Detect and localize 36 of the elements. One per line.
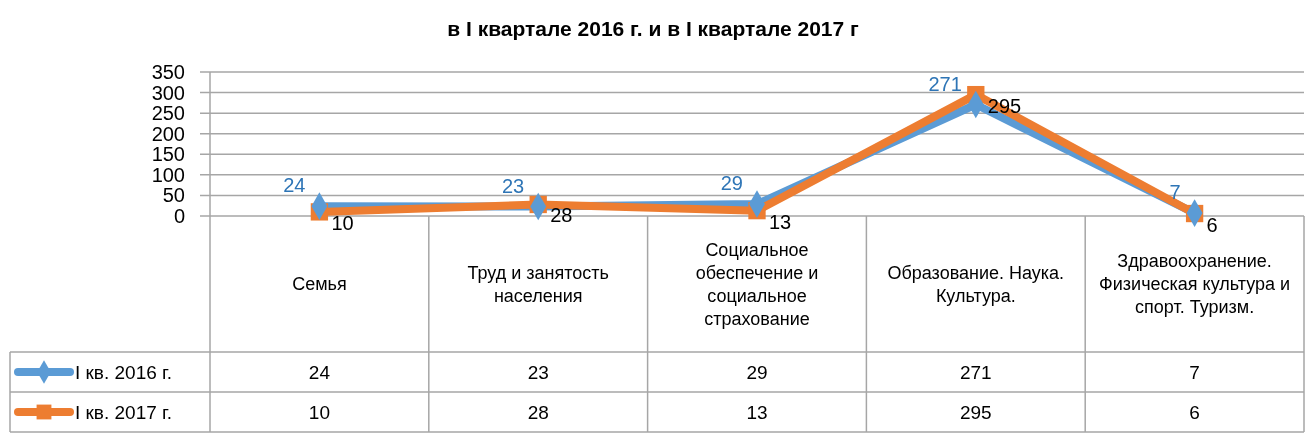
y-tick-label: 100 — [151, 163, 185, 186]
x-tick-label: Социальное обеспечение и социальное страхование — [695, 239, 819, 329]
annotation: 271 — [928, 72, 962, 95]
y-tick-label: 150 — [151, 143, 185, 166]
data-label: 23 — [527, 361, 549, 383]
x-tick-label: Образование. Наука. Культура. — [887, 262, 1065, 306]
y-tick-label: 0 — [173, 205, 185, 227]
data-label: 28 — [527, 401, 549, 423]
annotation: 13 — [769, 210, 792, 233]
y-tick-label: 350 — [151, 61, 185, 83]
x-tick-label: Труд и занятость населения — [467, 262, 609, 306]
data-label: 6 — [1189, 401, 1200, 423]
data-label: 24 — [308, 361, 331, 383]
y-tick-label: 250 — [151, 102, 185, 125]
annotation: 29 — [720, 172, 743, 195]
y-tick-label: 50 — [162, 184, 185, 207]
annotation: 295 — [987, 94, 1022, 117]
x-tick-label: Здравоохранение. Физическая культура и спорт. Туризм. — [1099, 251, 1291, 318]
annotation: 24 — [283, 174, 306, 197]
data-label: 7 — [1189, 361, 1200, 383]
legend-label: I кв. 2017 г. — [75, 401, 172, 423]
chart-title: в I квартале 2016 г. и в I квартале 2017 г — [447, 17, 860, 40]
annotation: 6 — [1206, 213, 1218, 236]
y-tick-label: 300 — [151, 81, 185, 104]
x-tick-label: Семья — [292, 274, 347, 295]
annotation: 10 — [331, 211, 354, 234]
data-label: 13 — [746, 401, 768, 423]
data-label: 29 — [746, 361, 768, 383]
annotation: 7 — [1169, 181, 1181, 204]
annotation: 28 — [550, 204, 573, 227]
data-label: 10 — [308, 401, 330, 423]
data-label: 271 — [959, 361, 992, 383]
legend-label: I кв. 2016 г. — [75, 361, 172, 383]
y-tick-label: 200 — [151, 122, 185, 145]
data-label: 295 — [959, 401, 992, 423]
annotation: 23 — [501, 174, 525, 197]
